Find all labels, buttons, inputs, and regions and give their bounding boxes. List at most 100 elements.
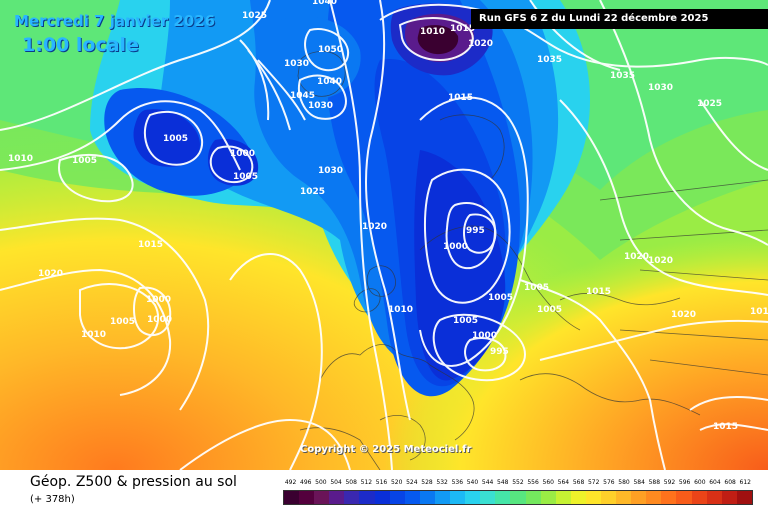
isobar-label: 1005 xyxy=(488,293,513,303)
isobar-label: 1010 xyxy=(420,27,445,37)
scale-labels: 492 496 500 504 508 512 516 520 524 528 532 536 540 5… xyxy=(283,479,753,489)
scale-tick-label: 528 xyxy=(421,479,433,486)
forecast-offset: (+ 378h) xyxy=(30,494,75,505)
isobar-label: 1005 xyxy=(233,172,258,182)
scale-tick-label: 536 xyxy=(451,479,464,486)
isobar-label: 1010 xyxy=(388,305,413,315)
scale-tick-label: 548 xyxy=(497,479,509,486)
pressure-map: 1025 1040 1010 1015 1020 1050 1035 1030 … xyxy=(0,0,768,470)
isobar-label: 1000 xyxy=(472,331,497,341)
isobar-label: 1035 xyxy=(610,71,635,81)
isobar-label: 1020 xyxy=(468,39,493,49)
isobar-label: 1000 xyxy=(147,315,172,325)
scale-swatch xyxy=(736,491,752,504)
chart-title: Géop. Z500 & pression au sol xyxy=(30,474,237,490)
isobar-label: 1020 xyxy=(648,256,673,266)
isobar-label: 1025 xyxy=(697,99,722,109)
scale-tick-label: 560 xyxy=(542,479,554,486)
scale-tick-label: 572 xyxy=(587,479,600,486)
scale-tick-label: 552 xyxy=(512,479,524,486)
scale-swatch xyxy=(480,491,496,504)
color-scale: 492 496 500 504 508 512 516 520 524 528 532 536 540 5… xyxy=(283,479,753,507)
isobar-label: 1030 xyxy=(318,166,343,176)
scale-swatch xyxy=(721,491,737,504)
scale-tick-label: 604 xyxy=(709,479,721,486)
isobar-label: 1025 xyxy=(300,187,325,197)
scale-swatch xyxy=(284,491,300,504)
scale-tick-label: 584 xyxy=(633,479,645,486)
scale-tick-label: 556 xyxy=(527,479,539,486)
scale-tick-label: 612 xyxy=(739,479,751,486)
scale-swatch xyxy=(465,491,481,504)
scale-swatch xyxy=(706,491,722,504)
isobar-label: 1030 xyxy=(308,101,333,111)
isobar-label: 1005 xyxy=(163,134,188,144)
scale-tick-label: 512 xyxy=(360,479,373,486)
isobar-label: 1035 xyxy=(537,55,562,65)
scale-swatch xyxy=(646,491,662,504)
scale-tick-label: 596 xyxy=(678,479,691,486)
scale-swatch xyxy=(434,491,451,504)
scale-swatch xyxy=(450,491,466,504)
isobar-label: 1015 xyxy=(586,287,611,297)
scale-tick-label: 544 xyxy=(481,479,494,486)
scale-swatch xyxy=(661,491,677,504)
scale-swatch xyxy=(555,491,571,504)
scale-tick-label: 592 xyxy=(663,479,676,486)
isobar-label: 1005 xyxy=(110,317,135,327)
isobar-label: 1020 xyxy=(362,222,387,232)
scale-tick-label: 504 xyxy=(330,479,342,486)
scale-swatch xyxy=(374,491,390,504)
scale-swatch xyxy=(389,491,405,504)
scale-swatch xyxy=(495,491,511,504)
isobar-label: 1005 xyxy=(524,283,549,293)
isobar-label: 1040 xyxy=(312,0,337,7)
scale-swatch xyxy=(299,491,315,504)
isobar-label: 1010 xyxy=(8,154,33,164)
scale-tick-label: 600 xyxy=(694,479,706,486)
scale-swatch xyxy=(691,491,707,504)
scale-bar xyxy=(283,490,753,505)
scale-tick-label: 516 xyxy=(375,479,388,486)
isobar-label: 1030 xyxy=(648,83,673,93)
scale-tick-label: 580 xyxy=(618,479,630,486)
isobar-label: 1015 xyxy=(450,24,475,34)
scale-tick-label: 520 xyxy=(390,479,403,486)
isobar-label: 995 xyxy=(490,347,509,357)
isobar-label: 1005 xyxy=(537,305,562,315)
isobar-label: 1005 xyxy=(453,316,478,326)
scale-tick-label: 492 xyxy=(284,479,297,486)
scale-swatch xyxy=(540,491,556,504)
scale-tick-label: 608 xyxy=(724,479,736,486)
scale-swatch xyxy=(676,491,692,504)
forecast-date: Mercredi 7 janvier 2026 xyxy=(14,12,216,30)
copyright-notice: Copyright © 2025 Meteociel.fr xyxy=(300,444,472,455)
run-info: Run GFS 6 Z du Lundi 22 décembre 2025 xyxy=(471,9,768,29)
isobar-label: 1020 xyxy=(38,269,63,279)
isobar-label: 1010 xyxy=(750,307,768,317)
scale-tick-label: 576 xyxy=(603,479,615,486)
scale-swatch xyxy=(344,491,360,504)
forecast-local-time: 1:00 locale xyxy=(22,34,139,56)
scale-tick-label: 532 xyxy=(436,479,448,486)
scale-swatch xyxy=(404,491,420,504)
scale-tick-label: 588 xyxy=(648,479,661,486)
scale-swatch xyxy=(616,491,632,504)
scale-swatch xyxy=(314,491,330,504)
isobar-label: 1010 xyxy=(81,330,106,340)
isobar-label: 1030 xyxy=(284,59,309,69)
scale-swatch xyxy=(600,491,617,504)
isobar-label: 1015 xyxy=(138,240,163,250)
isobar-label: 1020 xyxy=(624,252,649,262)
scale-tick-label: 496 xyxy=(300,479,312,486)
scale-swatch xyxy=(329,491,345,504)
scale-swatch xyxy=(419,491,435,504)
scale-swatch xyxy=(359,491,375,504)
isobar-label: 1000 xyxy=(230,149,255,159)
isobar-label: 995 xyxy=(466,226,485,236)
isobar-label: 1000 xyxy=(146,295,171,305)
scale-swatch xyxy=(585,491,601,504)
isobar-label: 1050 xyxy=(318,45,343,55)
isobar-label: 1015 xyxy=(713,422,738,432)
